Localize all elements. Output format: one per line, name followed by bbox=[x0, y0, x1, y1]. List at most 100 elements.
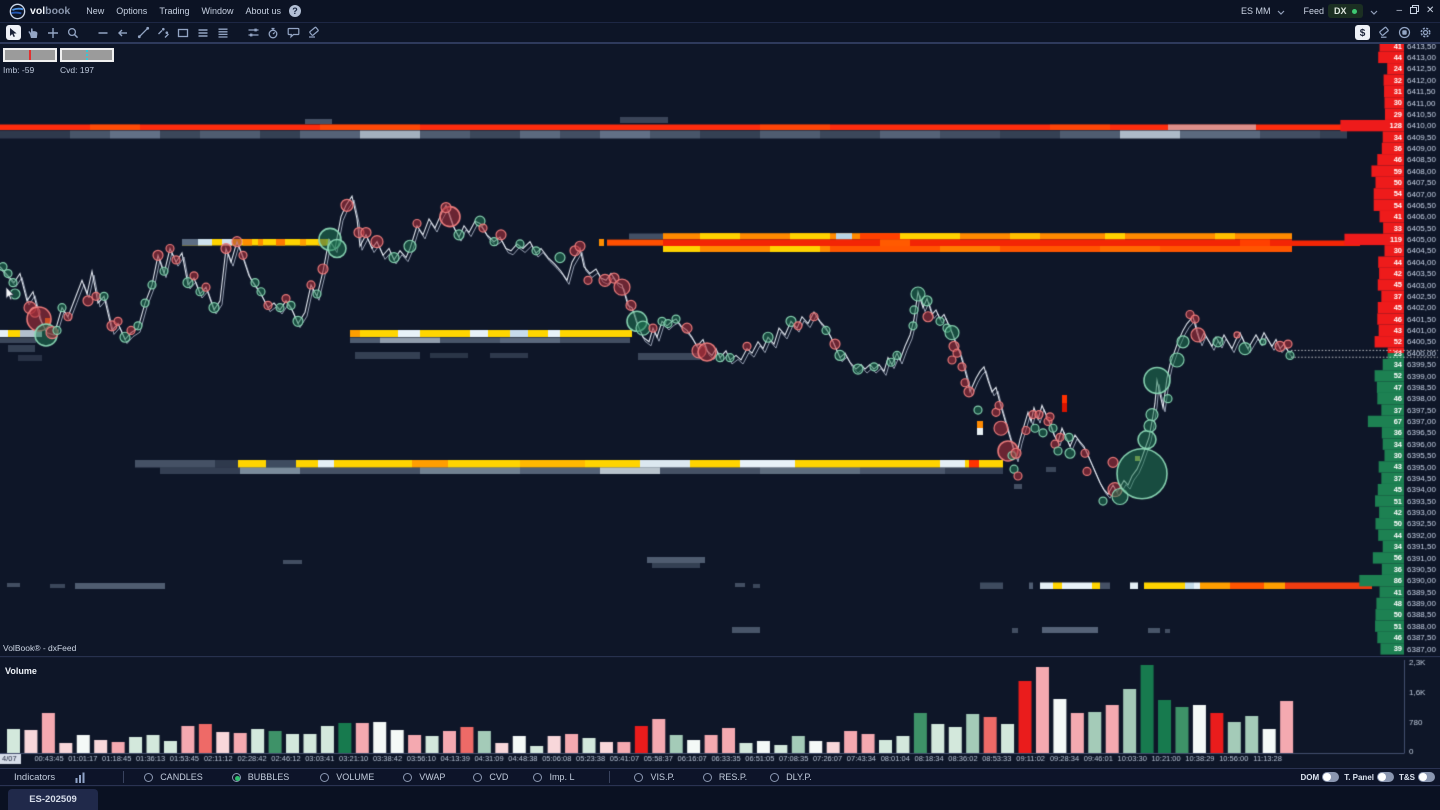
eraser-icon-svg bbox=[308, 26, 319, 38]
tab-es-202509[interactable]: ES-202509 bbox=[8, 789, 98, 810]
lines-3-icon-svg bbox=[198, 28, 208, 37]
dash-icon-svg bbox=[98, 31, 108, 34]
radio-label: Imp. L bbox=[549, 772, 575, 782]
toggle-dom[interactable]: DOM bbox=[1301, 772, 1340, 782]
titlebar-right: ES MM Feed DX – ✕ bbox=[1241, 0, 1440, 23]
gauge-label: Cvd: 197 bbox=[60, 65, 95, 75]
toggle-knob bbox=[1419, 773, 1427, 781]
gear-tool-icon[interactable] bbox=[1418, 25, 1433, 40]
minimize-button[interactable]: – bbox=[1396, 5, 1403, 16]
radio-label: CANDLES bbox=[160, 772, 203, 782]
radio-circle[interactable] bbox=[320, 772, 330, 782]
dash-tool-icon[interactable] bbox=[96, 25, 111, 40]
radio-dly-p-[interactable]: DLY.P. bbox=[770, 772, 812, 782]
radio-label: BUBBLES bbox=[247, 772, 290, 782]
menu-item-new[interactable]: New bbox=[86, 6, 105, 16]
eraser-tool-icon[interactable] bbox=[306, 25, 321, 40]
cursor-tool-icon[interactable] bbox=[5, 25, 21, 40]
zoom-tool-icon[interactable] bbox=[66, 25, 81, 40]
measure-tool-icon[interactable] bbox=[156, 25, 171, 40]
menu-item-window[interactable]: Window bbox=[201, 6, 234, 16]
radio-candles[interactable]: CANDLES bbox=[144, 772, 203, 782]
record-tool-icon[interactable] bbox=[1397, 25, 1412, 40]
bubble-chart-canvas[interactable] bbox=[0, 44, 1440, 656]
lines-4-tool-icon[interactable] bbox=[216, 25, 231, 40]
sliders-icon-svg bbox=[248, 28, 258, 37]
volume-pane-canvas[interactable] bbox=[0, 656, 1440, 768]
trendline-tool-icon[interactable] bbox=[136, 25, 151, 40]
instrument-tabbar: ES-202509 bbox=[0, 787, 1440, 810]
toggle-t-panel[interactable]: T. Panel bbox=[1344, 772, 1394, 782]
panel-toggles: DOM T. Panel T&S bbox=[1296, 772, 1435, 782]
radio-label: CVD bbox=[489, 772, 509, 782]
timer-tool-icon[interactable] bbox=[266, 25, 281, 40]
hand-tool-icon[interactable] bbox=[26, 25, 41, 40]
toolbar-right-group: $ bbox=[1352, 25, 1436, 40]
comment-tool-icon[interactable] bbox=[286, 25, 301, 40]
rectangle-tool-icon[interactable] bbox=[176, 25, 191, 40]
menu-item-trading[interactable]: Trading bbox=[159, 6, 190, 16]
radio-bubbles[interactable]: BUBBLES bbox=[231, 772, 290, 782]
radio-circle[interactable] bbox=[770, 772, 780, 782]
radio-imp-l[interactable]: Imp. L bbox=[533, 772, 574, 782]
toggle-switch[interactable] bbox=[1322, 772, 1340, 782]
radio-vwap[interactable]: VWAP bbox=[403, 772, 445, 782]
radio-circle[interactable] bbox=[702, 772, 712, 782]
cursor-icon-svg bbox=[9, 28, 17, 37]
toggle-t&s[interactable]: T&S bbox=[1399, 772, 1435, 782]
indicators-label[interactable]: Indicators bbox=[14, 771, 56, 783]
symbol-select[interactable]: ES MM bbox=[1240, 6, 1271, 16]
plus-tool-icon[interactable] bbox=[46, 25, 61, 40]
radio-cvd[interactable]: CVD bbox=[473, 772, 508, 782]
menu-item-about-us[interactable]: About us bbox=[245, 6, 282, 16]
toggle-knob bbox=[1323, 773, 1332, 781]
gauge-marker bbox=[85, 50, 88, 60]
feed-value: DX bbox=[1333, 6, 1347, 16]
radio-label: DLY.P. bbox=[786, 772, 812, 782]
chevron-down-icon[interactable] bbox=[1370, 10, 1378, 15]
feed-badge[interactable]: DX bbox=[1327, 4, 1363, 18]
record-icon-svg bbox=[1398, 26, 1411, 39]
radio-vis-p-[interactable]: VIS.P. bbox=[634, 772, 675, 782]
radio-label: VIS.P. bbox=[650, 772, 675, 782]
radio-circle[interactable] bbox=[144, 772, 154, 782]
separator bbox=[123, 771, 125, 783]
radio-circle[interactable] bbox=[231, 772, 241, 782]
svg-text:$: $ bbox=[1360, 28, 1366, 38]
dollar-tool-icon[interactable]: $ bbox=[1355, 25, 1370, 40]
radio-circle[interactable] bbox=[533, 772, 543, 782]
eraser2-tool-icon[interactable] bbox=[1376, 25, 1391, 40]
brand-name: volbook bbox=[30, 5, 70, 17]
window-controls: – ✕ bbox=[1392, 0, 1439, 23]
radio-label: RES.P. bbox=[718, 772, 748, 782]
help-icon[interactable]: ? bbox=[289, 5, 302, 17]
brand-light: book bbox=[45, 5, 71, 17]
rectangle-icon-svg bbox=[177, 28, 189, 37]
arrow-left-tool-icon[interactable] bbox=[116, 25, 131, 40]
chevron-down-icon[interactable] bbox=[1277, 10, 1285, 15]
radio-circle[interactable] bbox=[473, 772, 483, 782]
close-button[interactable]: ✕ bbox=[1426, 5, 1435, 16]
sliders-tool-icon[interactable] bbox=[246, 25, 261, 40]
maximize-button[interactable] bbox=[1407, 0, 1423, 23]
lines-3-tool-icon[interactable] bbox=[196, 25, 211, 40]
hand-icon-svg bbox=[28, 27, 38, 38]
radio-circle[interactable] bbox=[403, 772, 413, 782]
toggle-label: T&S bbox=[1399, 772, 1415, 782]
radio-res-p-[interactable]: RES.P. bbox=[702, 772, 748, 782]
toggle-label: DOM bbox=[1300, 772, 1320, 782]
chart-mode-radios: CANDLES BUBBLES VOLUME VWAP CVD Imp. L VIS.P. R… bbox=[124, 771, 812, 783]
radio-circle[interactable] bbox=[634, 772, 644, 782]
lines-4-icon-svg bbox=[218, 28, 228, 38]
bar-chart-icon[interactable] bbox=[75, 772, 86, 783]
toggle-switch[interactable] bbox=[1377, 772, 1394, 782]
radio-volume[interactable]: VOLUME bbox=[320, 772, 374, 782]
measure-icon-svg bbox=[157, 27, 169, 38]
toggle-switch[interactable] bbox=[1418, 772, 1435, 782]
menu-item-options[interactable]: Options bbox=[116, 6, 148, 16]
feed-status-dot bbox=[1351, 8, 1357, 14]
trendline-icon-svg bbox=[137, 26, 149, 39]
gauge-imb bbox=[3, 48, 57, 62]
chart-controls-bar: Indicators CANDLES BUBBLES VOLUME VWAP CVD Im… bbox=[0, 768, 1440, 786]
eraser2-icon-svg bbox=[1379, 26, 1389, 38]
